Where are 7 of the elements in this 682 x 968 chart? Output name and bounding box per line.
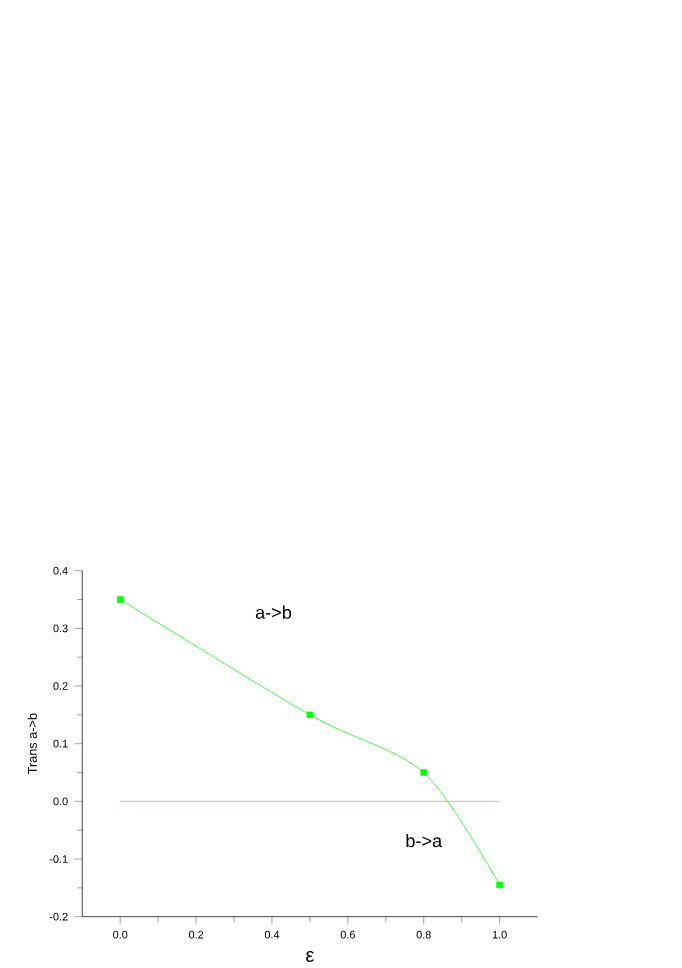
point (307, 711, 314, 719)
x-axis-title: ε (306, 951, 315, 962)
point (496, 881, 504, 889)
point (420, 769, 428, 776)
annotation: b->a (406, 833, 443, 848)
point (117, 596, 124, 603)
annotation: a->b (256, 605, 292, 619)
